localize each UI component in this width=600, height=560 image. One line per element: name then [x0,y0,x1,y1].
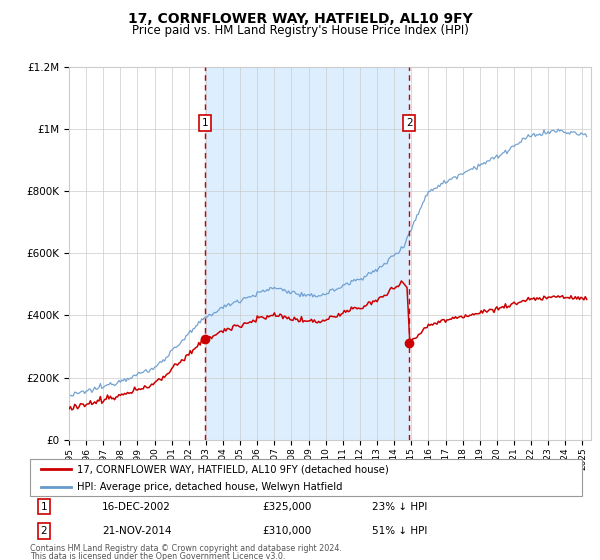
Text: 2: 2 [40,526,47,536]
Text: 2: 2 [406,118,413,128]
Text: 51% ↓ HPI: 51% ↓ HPI [372,526,428,536]
Text: 1: 1 [202,118,209,128]
Text: 21-NOV-2014: 21-NOV-2014 [102,526,171,536]
FancyBboxPatch shape [30,459,582,496]
Text: Price paid vs. HM Land Registry's House Price Index (HPI): Price paid vs. HM Land Registry's House … [131,24,469,37]
Text: 1: 1 [40,502,47,512]
Bar [205,67,409,440]
Text: 17, CORNFLOWER WAY, HATFIELD, AL10 9FY: 17, CORNFLOWER WAY, HATFIELD, AL10 9FY [128,12,472,26]
Text: Contains HM Land Registry data © Crown copyright and database right 2024.: Contains HM Land Registry data © Crown c… [30,544,342,553]
Text: 16-DEC-2002: 16-DEC-2002 [102,502,170,512]
Text: HPI: Average price, detached house, Welwyn Hatfield: HPI: Average price, detached house, Welw… [77,482,343,492]
Text: £310,000: £310,000 [262,526,311,536]
Text: 17, CORNFLOWER WAY, HATFIELD, AL10 9FY (detached house): 17, CORNFLOWER WAY, HATFIELD, AL10 9FY (… [77,464,389,474]
Text: This data is licensed under the Open Government Licence v3.0.: This data is licensed under the Open Gov… [30,552,286,560]
Text: 23% ↓ HPI: 23% ↓ HPI [372,502,428,512]
Text: £325,000: £325,000 [262,502,311,512]
